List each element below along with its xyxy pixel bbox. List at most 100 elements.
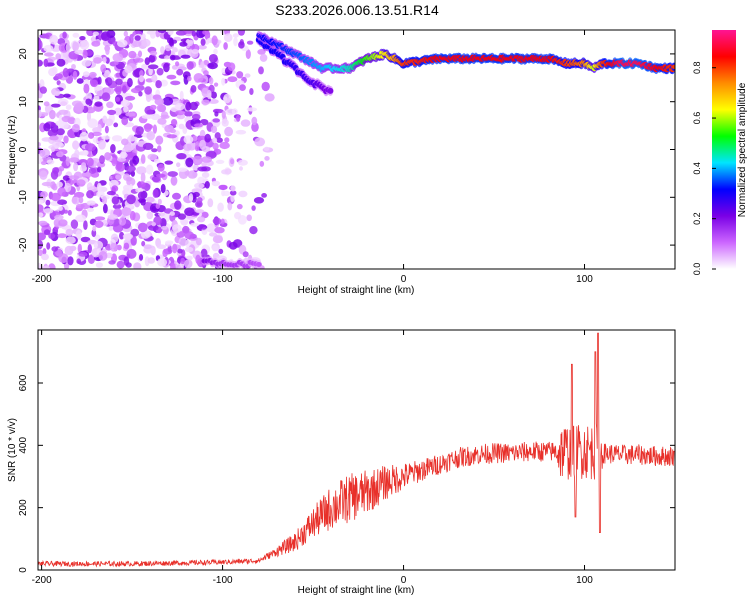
noise-blob <box>124 146 135 151</box>
noise-blob <box>140 172 146 183</box>
noise-blob <box>41 253 49 261</box>
noise-blob <box>126 248 137 259</box>
noise-blob <box>183 143 192 151</box>
noise-blob <box>43 122 51 132</box>
noise-blob <box>75 229 82 240</box>
noise-blob <box>212 217 222 225</box>
noise-blob <box>48 263 56 269</box>
noise-blob <box>163 62 170 73</box>
noise-blob <box>71 124 80 133</box>
noise-blob <box>101 135 111 140</box>
noise-blob <box>93 240 104 250</box>
noise-blob <box>122 85 127 94</box>
noise-blob <box>58 165 65 172</box>
noise-blob <box>104 118 114 127</box>
noise-blob <box>227 76 238 83</box>
noise-blob <box>221 118 229 127</box>
noise-blob <box>78 196 84 204</box>
noise-blob <box>38 40 43 50</box>
noise-blob <box>89 71 97 78</box>
noise-blob <box>38 212 44 218</box>
noise-blob <box>162 96 174 106</box>
noise-blob <box>118 217 127 226</box>
noise-blob <box>221 189 226 197</box>
noise-blob <box>64 245 74 256</box>
noise-blob <box>74 49 85 55</box>
noise-blob <box>109 242 118 252</box>
noise-blob <box>164 55 170 60</box>
y-tick-label: -10 <box>18 190 29 205</box>
snr-line <box>38 332 675 568</box>
noise-blob <box>212 142 219 150</box>
noise-blob <box>176 114 185 120</box>
noise-blob <box>141 38 151 47</box>
noise-blob <box>115 97 121 102</box>
noise-blob <box>63 93 71 98</box>
noise-blob <box>160 114 170 120</box>
noise-blob <box>56 151 64 158</box>
noise-blob <box>133 262 142 269</box>
noise-blob <box>179 41 188 47</box>
low-band <box>255 262 262 267</box>
noise-blob <box>240 119 251 127</box>
snr-panel: -200 -100 0 100 0 200 400 600 Height of straigh… <box>7 329 676 596</box>
noise-blob <box>86 30 95 37</box>
noise-blob <box>123 242 130 250</box>
noise-blob <box>87 118 98 129</box>
noise-blob <box>38 59 43 67</box>
noise-blob <box>79 36 86 41</box>
noise-blob <box>123 30 128 37</box>
y-tick-label: -20 <box>18 237 29 252</box>
noise-blob <box>238 41 245 49</box>
noise-blob <box>177 213 186 220</box>
noise-blob <box>170 80 181 86</box>
noise-blob <box>223 42 228 50</box>
noise-blob <box>156 67 164 76</box>
noise-blob <box>92 31 99 37</box>
x-tick-label: -100 <box>213 274 233 285</box>
noise-blob <box>245 49 251 60</box>
noise-blob <box>194 123 203 128</box>
noise-blob <box>152 188 159 198</box>
noise-blob <box>113 122 119 128</box>
noise-blob <box>223 33 233 42</box>
noise-blob <box>201 162 208 167</box>
noise-blob <box>88 167 97 174</box>
noise-blob <box>233 37 238 47</box>
noise-blob <box>58 219 68 227</box>
noise-blob <box>146 131 155 141</box>
noise-blob <box>122 233 133 240</box>
noise-blob <box>159 79 168 87</box>
noise-blob <box>63 209 68 214</box>
noise-blob <box>72 41 79 52</box>
noise-blob <box>116 244 122 251</box>
noise-blob <box>105 47 110 55</box>
noise-blob <box>125 112 136 117</box>
noise-blob <box>130 228 140 237</box>
noise-blob <box>119 231 125 240</box>
noise-blob <box>185 255 193 261</box>
noise-blob <box>43 265 50 269</box>
noise-blob <box>83 220 88 231</box>
noise-blob <box>98 251 108 261</box>
noise-blob <box>122 188 132 197</box>
noise-blob <box>129 33 134 44</box>
x-tick-label: -200 <box>32 575 52 586</box>
noise-blob <box>38 142 41 147</box>
y-tick-label: 20 <box>18 48 29 60</box>
noise-blob <box>157 30 167 34</box>
noise-blob <box>119 151 128 159</box>
noise-blob <box>249 226 258 235</box>
noise-blob <box>105 77 113 86</box>
noise-blob <box>111 196 120 205</box>
noise-blob <box>157 258 168 267</box>
noise-blob <box>56 128 65 136</box>
noise-blob <box>141 63 151 70</box>
noise-blob <box>104 152 112 161</box>
noise-blob <box>121 138 129 146</box>
noise-blob <box>195 254 201 265</box>
noise-blob <box>68 175 80 180</box>
noise-blob <box>76 179 86 187</box>
noise-blob <box>236 71 244 79</box>
